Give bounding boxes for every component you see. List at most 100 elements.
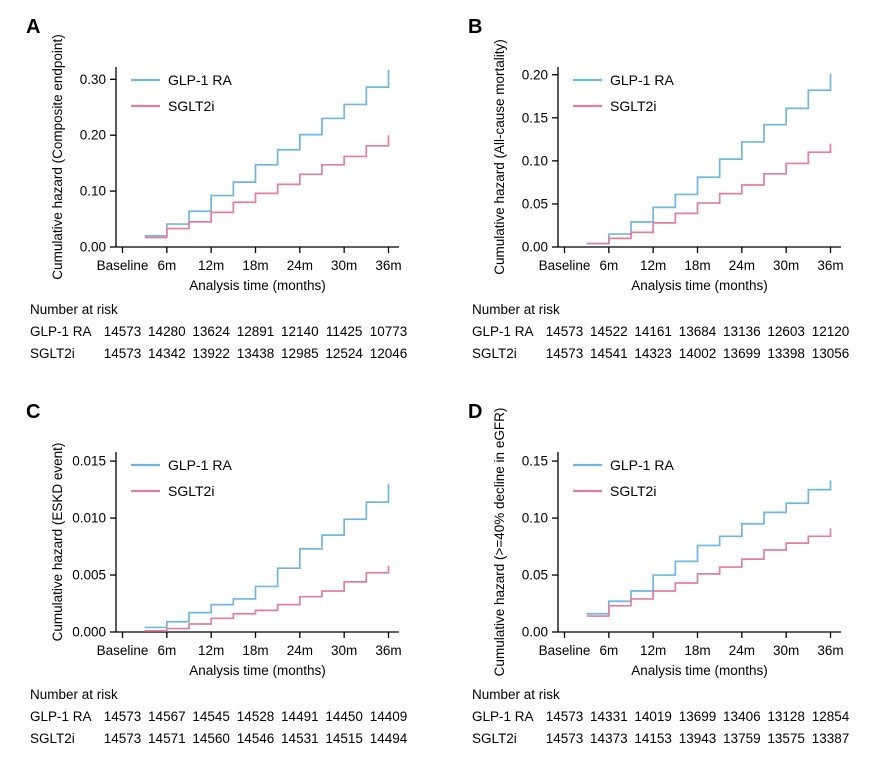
risk-value: 14515 [325, 731, 363, 746]
x-tick-label: 36m [375, 643, 401, 658]
x-tick-label: 30m [331, 643, 357, 658]
risk-value: 14491 [281, 709, 319, 724]
y-tick-label: 0.20 [522, 67, 548, 82]
panel-letter: B [468, 16, 482, 38]
risk-value: 13575 [767, 731, 805, 746]
risk-value: 14573 [546, 709, 584, 724]
y-tick-label: 0.10 [522, 511, 548, 526]
risk-value: 12603 [767, 324, 805, 339]
risk-value: 14373 [590, 731, 628, 746]
risk-value: 14153 [634, 731, 672, 746]
y-tick-label: 0.30 [80, 72, 106, 87]
risk-value: 13406 [723, 709, 761, 724]
y-tick-label: 0.00 [522, 625, 548, 640]
risk-value: 14450 [325, 709, 363, 724]
risk-value: 13699 [723, 346, 761, 361]
panel-b-chart: B Cumulative hazard (All-cause mortality)… [468, 16, 850, 361]
risk-value: 14280 [148, 324, 186, 339]
risk-value: 13759 [723, 731, 761, 746]
legend-label: SGLT2i [168, 483, 214, 499]
x-tick-label: Baseline [539, 258, 591, 273]
risk-value: 14573 [104, 731, 142, 746]
risk-row-label: GLP-1 RA [30, 324, 92, 339]
legend-label: GLP-1 RA [168, 72, 232, 88]
risk-value: 13136 [723, 324, 761, 339]
series-line-sglt2i [144, 135, 390, 239]
y-tick-label: 0.000 [72, 625, 106, 640]
risk-value: 12985 [281, 346, 319, 361]
x-axis-title: Analysis time (months) [631, 663, 768, 678]
risk-value: 12046 [370, 346, 408, 361]
risk-row-label: SGLT2i [472, 346, 517, 361]
y-tick-label: 0.015 [72, 454, 106, 469]
legend-label: SGLT2i [610, 483, 656, 499]
panel-d-chart: D Cumulative hazard (>=40% decline in eGF… [468, 401, 850, 746]
x-tick-label: 30m [331, 258, 357, 273]
risk-value: 12891 [237, 324, 275, 339]
series-line-sglt2i [586, 143, 832, 245]
risk-value: 14522 [590, 324, 628, 339]
panel-d: D Cumulative hazard (>=40% decline in eGF… [442, 385, 885, 770]
risk-value: 13056 [812, 346, 850, 361]
legend-label: SGLT2i [168, 98, 214, 114]
risk-row-label: GLP-1 RA [472, 709, 534, 724]
risk-value: 14342 [148, 346, 186, 361]
x-tick-label: Baseline [97, 643, 149, 658]
series-line-sglt2i [144, 565, 390, 632]
risk-row-label: SGLT2i [30, 346, 75, 361]
risk-value: 14161 [634, 324, 672, 339]
number-at-risk-title: Number at risk [472, 687, 560, 702]
risk-value: 14573 [546, 324, 584, 339]
y-tick-label: 0.005 [72, 568, 106, 583]
x-axis-title: Analysis time (months) [631, 278, 768, 293]
risk-value: 14571 [148, 731, 186, 746]
risk-value: 14567 [148, 709, 186, 724]
x-tick-label: 6m [599, 643, 618, 658]
legend-label: GLP-1 RA [610, 457, 674, 473]
x-tick-label: 24m [729, 643, 755, 658]
risk-value: 12854 [812, 709, 850, 724]
risk-value: 13128 [767, 709, 805, 724]
risk-value: 12524 [325, 346, 363, 361]
risk-value: 13943 [679, 731, 717, 746]
x-axis-title: Analysis time (months) [189, 663, 326, 678]
series-line-glp-1-ra [586, 73, 832, 245]
y-tick-label: 0.20 [80, 128, 106, 143]
x-tick-label: 24m [729, 258, 755, 273]
panel-b: B Cumulative hazard (All-cause mortality)… [442, 0, 885, 385]
risk-value: 14494 [370, 731, 408, 746]
risk-value: 12120 [812, 324, 850, 339]
risk-value: 14323 [634, 346, 672, 361]
risk-value: 14331 [590, 709, 628, 724]
panel-letter: D [468, 401, 482, 423]
y-axis-title: Cumulative hazard (All-cause mortality) [492, 39, 507, 275]
risk-value: 10773 [370, 324, 408, 339]
risk-value: 14541 [590, 346, 628, 361]
x-tick-label: 18m [242, 258, 268, 273]
y-tick-label: 0.05 [522, 196, 548, 211]
x-tick-label: 18m [684, 258, 710, 273]
risk-value: 13922 [192, 346, 230, 361]
legend-label: SGLT2i [610, 98, 656, 114]
y-tick-label: 0.00 [80, 240, 106, 255]
risk-value: 14560 [192, 731, 230, 746]
x-tick-label: 12m [198, 643, 224, 658]
legend-label: GLP-1 RA [168, 457, 232, 473]
risk-value: 14573 [104, 709, 142, 724]
y-tick-label: 0.10 [522, 153, 548, 168]
risk-value: 12140 [281, 324, 319, 339]
x-tick-label: 12m [198, 258, 224, 273]
x-tick-label: 30m [773, 643, 799, 658]
panel-a-chart: A Cumulative hazard (Composite endpoint) 0… [26, 16, 408, 361]
risk-value: 13398 [767, 346, 805, 361]
y-axis-title: Cumulative hazard (>=40% decline in eGFR… [492, 408, 507, 677]
series-line-glp-1-ra [586, 480, 832, 615]
risk-row-label: SGLT2i [472, 731, 517, 746]
x-tick-label: 12m [640, 258, 666, 273]
y-tick-label: 0.05 [522, 568, 548, 583]
y-tick-label: 0.10 [80, 184, 106, 199]
x-tick-label: 12m [640, 643, 666, 658]
y-tick-label: 0.15 [522, 454, 548, 469]
risk-value: 14531 [281, 731, 319, 746]
